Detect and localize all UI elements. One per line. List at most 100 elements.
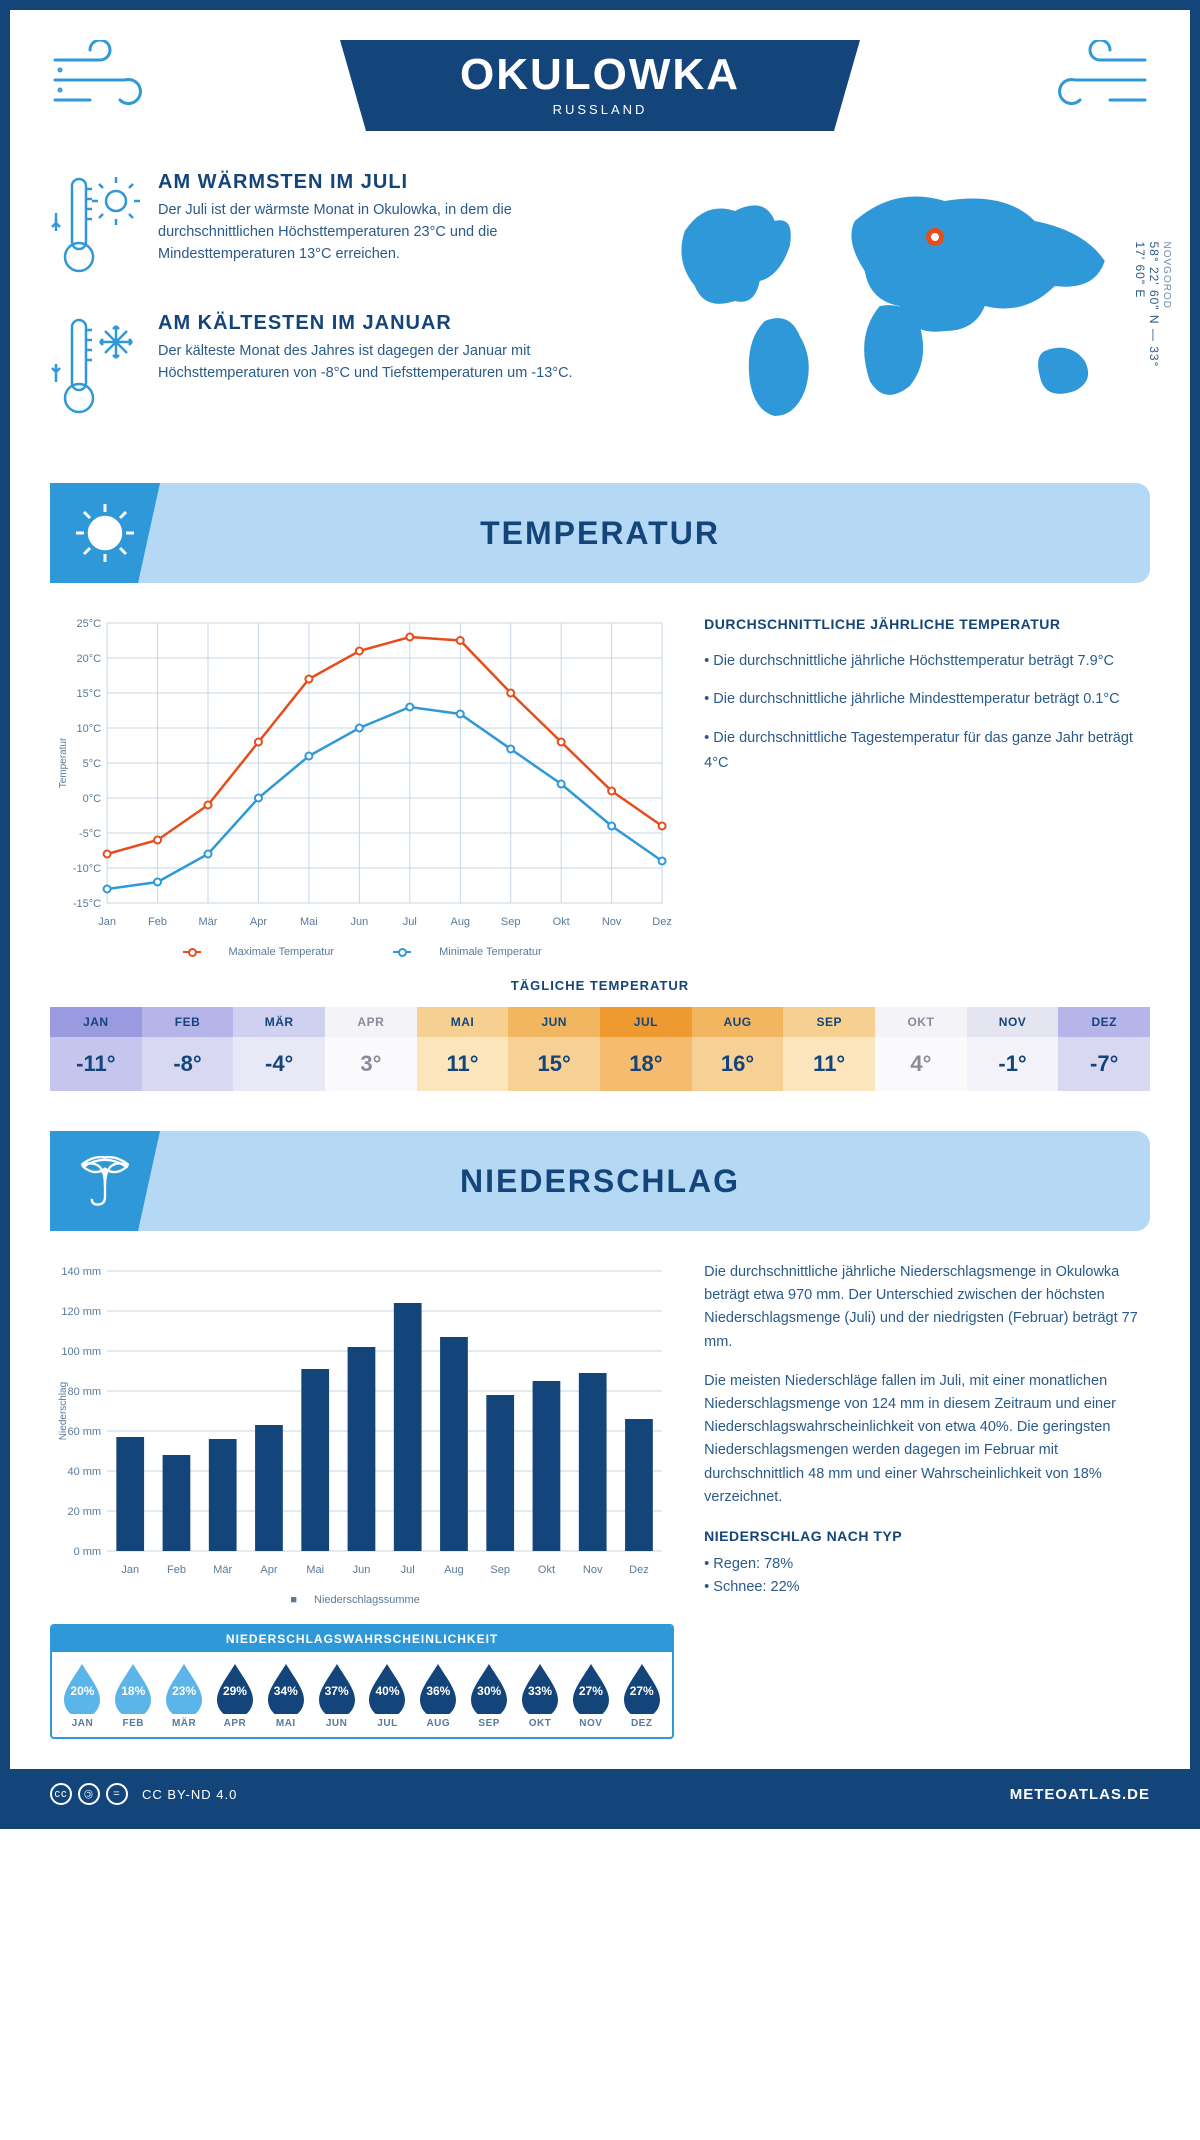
raindrop-icon: 29% [214,1662,256,1714]
prob-cell: 20% JAN [58,1662,107,1729]
thermometer-cold-icon [50,312,140,427]
svg-text:Nov: Nov [602,916,622,928]
prob-cell: 23% MÄR [160,1662,209,1729]
title-banner: OKULOWKA RUSSLAND [340,40,860,131]
svg-text:40 mm: 40 mm [67,1466,101,1478]
coldest-fact: AM KÄLTESTEN IM JANUAR Der kälteste Mona… [50,312,610,427]
coords-label: 58° 22' 60" N — 33° 17' 60" E [1133,242,1161,368]
daily-temp-cell: SEP 11° [783,1007,875,1091]
temp-chart-legend: Maximale Temperatur Minimale Temperatur [50,946,674,958]
svg-text:Jan: Jan [98,916,116,928]
country-subtitle: RUSSLAND [420,102,780,117]
svg-text:Dez: Dez [652,916,672,928]
svg-text:Jul: Jul [401,1564,415,1576]
daily-temp-table: JAN -11° FEB -8° MÄR -4° APR 3° MAI 11° … [50,1005,1150,1091]
svg-text:-5°C: -5°C [79,828,101,840]
svg-text:10°C: 10°C [77,723,102,735]
prob-title: NIEDERSCHLAGSWAHRSCHEINLICHKEIT [52,1626,672,1652]
license-icons: cc 🄯 = CC BY-ND 4.0 [50,1783,237,1805]
temperature-section-bar: TEMPERATUR [50,483,1150,583]
svg-text:Aug: Aug [444,1564,464,1576]
raindrop-icon: 37% [316,1662,358,1714]
daily-temp-cell: APR 3° [325,1007,417,1091]
svg-text:0 mm: 0 mm [74,1546,102,1558]
svg-text:Feb: Feb [167,1564,186,1576]
daily-temp-cell: NOV -1° [967,1007,1059,1091]
svg-text:Jan: Jan [121,1564,139,1576]
coldest-text: Der kälteste Monat des Jahres ist dagege… [158,341,610,385]
umbrella-icon [50,1131,160,1231]
daily-temp-cell: MÄR -4° [233,1007,325,1091]
prob-cell: 34% MAI [261,1662,310,1729]
legend-min: Minimale Temperatur [439,946,542,958]
prob-cell: 29% APR [211,1662,260,1729]
svg-text:Feb: Feb [148,916,167,928]
svg-text:Apr: Apr [250,916,267,928]
precip-type-title: NIEDERSCHLAG NACH TYP [704,1525,1150,1547]
svg-text:60 mm: 60 mm [67,1426,101,1438]
precip-text: Die meisten Niederschläge fallen im Juli… [704,1370,1150,1509]
temp-bullet: • Die durchschnittliche jährliche Höchst… [704,649,1150,674]
legend-max: Maximale Temperatur [229,946,335,958]
precipitation-section-bar: NIEDERSCHLAG [50,1131,1150,1231]
daily-temp-cell: MAI 11° [417,1007,509,1091]
coldest-title: AM KÄLTESTEN IM JANUAR [158,312,610,335]
prob-cell: 37% JUN [312,1662,361,1729]
prob-cell: 18% FEB [109,1662,158,1729]
daily-temp-cell: JUL 18° [600,1007,692,1091]
warmest-text: Der Juli ist der wärmste Monat in Okulow… [158,200,610,265]
svg-text:15°C: 15°C [77,688,102,700]
svg-text:Aug: Aug [450,916,470,928]
svg-text:Okt: Okt [538,1564,555,1576]
warmest-fact: AM WÄRMSTEN IM JULI Der Juli ist der wär… [50,171,610,286]
legend-precip: Niederschlagssumme [314,1594,420,1606]
svg-text:Temperatur: Temperatur [58,737,69,788]
prob-cell: 33% OKT [516,1662,565,1729]
daily-temp-cell: JUN 15° [508,1007,600,1091]
svg-text:Sep: Sep [490,1564,510,1576]
raindrop-icon: 34% [265,1662,307,1714]
svg-text:-10°C: -10°C [73,863,101,875]
prob-cell: 30% SEP [465,1662,514,1729]
daily-temp-cell: OKT 4° [875,1007,967,1091]
raindrop-icon: 33% [519,1662,561,1714]
sun-icon [50,483,160,583]
raindrop-icon: 23% [163,1662,205,1714]
precipitation-summary: Die durchschnittliche jährliche Niedersc… [704,1261,1150,1739]
nd-icon: = [106,1783,128,1805]
svg-text:Jun: Jun [350,916,368,928]
svg-text:100 mm: 100 mm [61,1346,101,1358]
precipitation-heading: NIEDERSCHLAG [460,1163,740,1200]
daily-temp-cell: JAN -11° [50,1007,142,1091]
wind-icon [50,40,160,134]
svg-text:Dez: Dez [629,1564,649,1576]
svg-text:Mär: Mär [213,1564,232,1576]
precip-chart-legend: ■ Niederschlagssumme [50,1594,674,1606]
by-icon: 🄯 [78,1783,100,1805]
precip-type-rain: • Regen: 78% [704,1553,1150,1576]
temperature-summary: DURCHSCHNITTLICHE JÄHRLICHE TEMPERATUR •… [704,613,1150,958]
region-label: NOVGOROD [1161,242,1172,371]
svg-text:80 mm: 80 mm [67,1386,101,1398]
svg-text:20 mm: 20 mm [67,1506,101,1518]
raindrop-icon: 40% [366,1662,408,1714]
temperature-heading: TEMPERATUR [480,515,720,552]
svg-text:25°C: 25°C [77,618,102,630]
svg-text:0°C: 0°C [83,793,102,805]
temperature-chart: -15°C-10°C-5°C0°C5°C10°C15°C20°C25°CJanF… [50,613,674,958]
svg-text:Sep: Sep [501,916,521,928]
thermometer-hot-icon [50,171,140,286]
precip-text: Die durchschnittliche jährliche Niedersc… [704,1261,1150,1354]
daily-temp-cell: DEZ -7° [1058,1007,1150,1091]
svg-text:120 mm: 120 mm [61,1306,101,1318]
svg-text:Okt: Okt [553,916,570,928]
raindrop-icon: 36% [417,1662,459,1714]
license-text: CC BY-ND 4.0 [142,1787,237,1802]
svg-text:20°C: 20°C [77,653,102,665]
warmest-title: AM WÄRMSTEN IM JULI [158,171,610,194]
svg-text:140 mm: 140 mm [61,1266,101,1278]
svg-text:Apr: Apr [260,1564,277,1576]
svg-text:Nov: Nov [583,1564,603,1576]
temp-summary-title: DURCHSCHNITTLICHE JÄHRLICHE TEMPERATUR [704,613,1150,637]
precipitation-probability-box: NIEDERSCHLAGSWAHRSCHEINLICHKEIT 20% JAN … [50,1624,674,1739]
